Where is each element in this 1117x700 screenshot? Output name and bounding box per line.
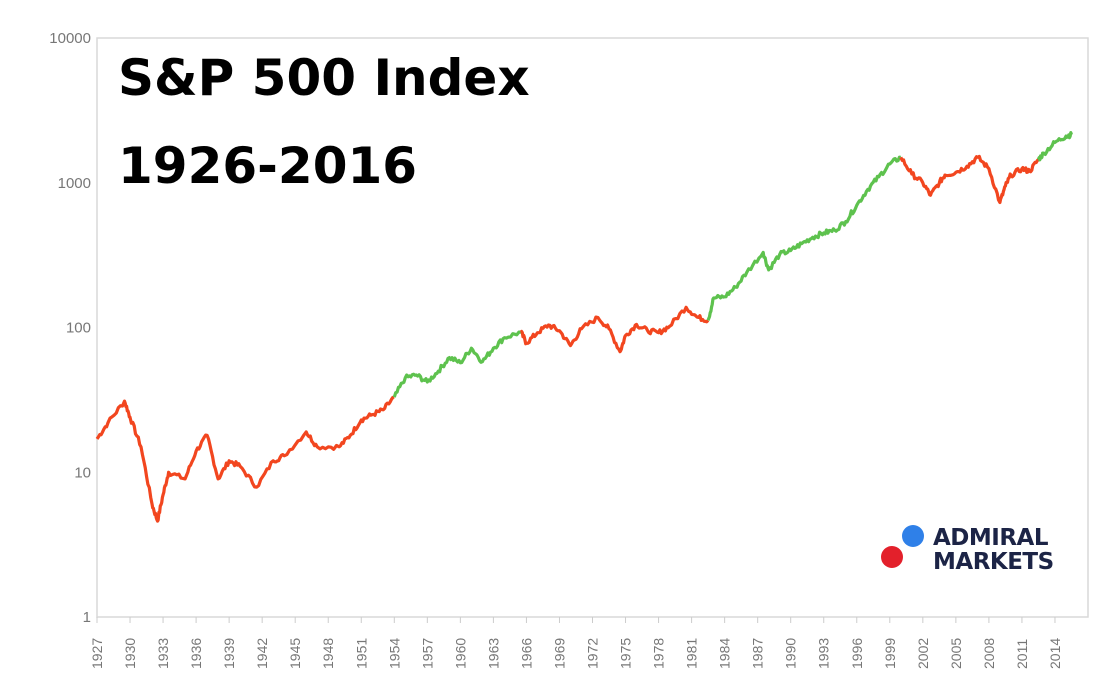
admiral-markets-logo: ADMIRAL MARKETS xyxy=(881,525,1054,575)
y-axis: 1 10 100 1000 10000 xyxy=(49,30,91,626)
logo-red-dot xyxy=(881,546,903,568)
x-tick-label: 1978 xyxy=(651,638,667,669)
y-tick-label: 10 xyxy=(74,464,91,481)
chart-subtitle: 1926-2016 xyxy=(118,137,417,195)
logo-line1: ADMIRAL xyxy=(933,525,1049,551)
x-tick-label: 1993 xyxy=(816,638,832,669)
x-tick-label: 1927 xyxy=(89,638,105,669)
chart-title: S&P 500 Index xyxy=(118,49,530,107)
y-tick-label: 1000 xyxy=(58,175,91,192)
x-tick-label: 1957 xyxy=(419,638,435,669)
x-tick-label: 1960 xyxy=(452,638,468,669)
x-tick-label: 1966 xyxy=(518,638,534,669)
x-tick-label: 1984 xyxy=(717,638,733,669)
series-line-bull-1982-2000 xyxy=(706,155,902,321)
series-line-bull-1954-1966 xyxy=(392,330,521,398)
logo-blue-dot xyxy=(902,525,924,547)
x-tick-label: 1936 xyxy=(188,638,204,669)
x-tick-label: 1996 xyxy=(849,638,865,669)
x-tick-label: 1939 xyxy=(221,638,237,669)
x-tick-label: 2008 xyxy=(981,638,997,669)
x-tick-label: 1963 xyxy=(485,638,501,669)
x-tick-label: 1987 xyxy=(750,638,766,669)
x-tick-label: 2014 xyxy=(1047,638,1063,669)
x-tick-label: 1933 xyxy=(155,638,171,669)
y-tick-label: 10000 xyxy=(49,30,91,47)
x-tick-label: 1990 xyxy=(783,638,799,669)
x-tick-label: 1975 xyxy=(618,638,634,669)
plot-area xyxy=(96,37,1089,618)
x-tick-label: 1930 xyxy=(122,638,138,669)
x-tick-label: 1945 xyxy=(287,638,303,669)
series-line-bear-2000-2012 xyxy=(899,154,1040,205)
logo-line2: MARKETS xyxy=(933,549,1054,575)
x-tick-label: 1942 xyxy=(254,638,270,669)
x-tick-label: 2002 xyxy=(915,638,931,669)
series-lines xyxy=(95,131,1074,523)
series-line-bull-2012-2015 xyxy=(1036,131,1074,162)
x-tick-label: 1972 xyxy=(585,638,601,669)
x-tick-label: 2011 xyxy=(1014,639,1030,669)
y-tick-label: 100 xyxy=(66,320,91,337)
series-line-bear-1966-1982 xyxy=(519,305,710,354)
y-tick-label: 1 xyxy=(83,609,91,626)
x-axis: 1927 1930 1933 1936 1939 1942 1945 1948 1951 1954… xyxy=(89,617,1063,669)
x-tick-label: 1969 xyxy=(551,638,567,669)
series-line-bear-1927-1954 xyxy=(95,395,395,523)
x-tick-label: 1981 xyxy=(684,638,700,669)
x-tick-label: 1951 xyxy=(353,638,369,669)
x-tick-label: 1999 xyxy=(882,638,898,669)
x-tick-label: 2005 xyxy=(948,638,964,669)
x-tick-label: 1954 xyxy=(386,638,402,669)
x-tick-label: 1948 xyxy=(320,638,336,669)
